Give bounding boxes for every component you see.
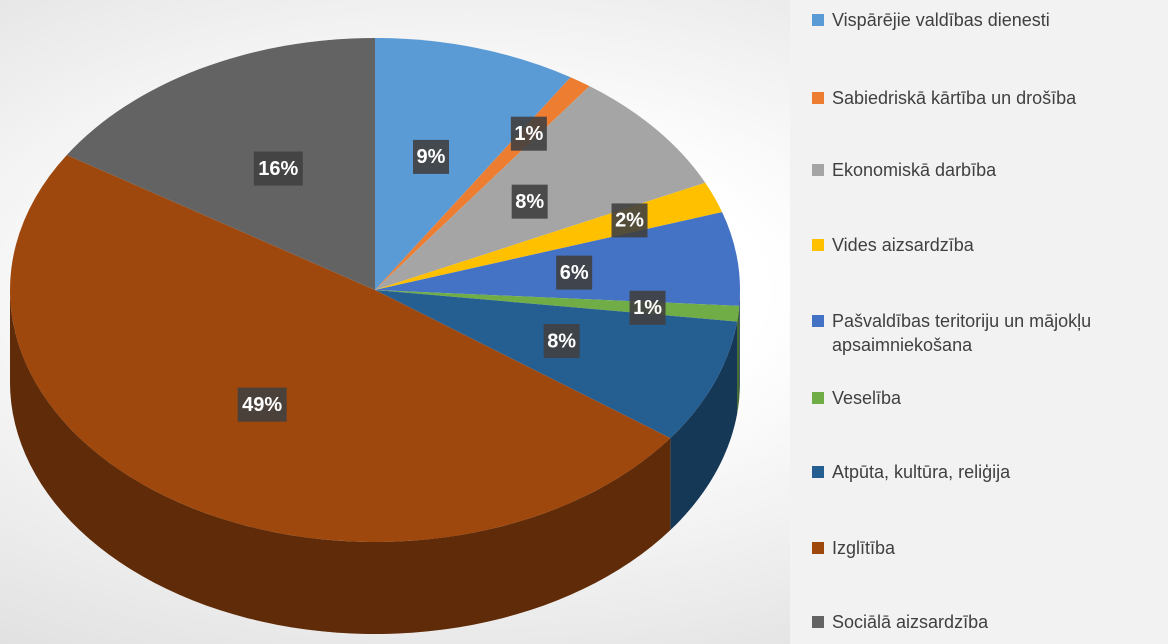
legend-item: Ekonomiskā darbība	[812, 158, 1168, 182]
slice	[66, 38, 375, 290]
legend-label: Izglītība	[832, 538, 896, 558]
legend-item: Sabiedriskā kārtība un drošība	[812, 86, 1168, 110]
data-label: 6%	[560, 262, 589, 284]
slice-side-shade	[739, 290, 740, 398]
legend-swatch	[812, 542, 824, 554]
data-label: 2%	[615, 210, 644, 232]
legend-item: Pašvaldības teritoriju un mājokļu apsaim…	[812, 309, 1168, 357]
legend: Vispārējie valdības dienesti Sabiedriskā …	[790, 0, 1168, 644]
legend-item: Veselība	[812, 386, 1168, 410]
data-label: 9%	[417, 146, 446, 168]
slice-side	[670, 321, 738, 531]
label-box	[237, 387, 287, 422]
slice	[9, 154, 671, 543]
slice-side	[10, 290, 671, 634]
legend-item: Sociālā aizsardzība	[812, 610, 1168, 634]
label-box	[556, 255, 593, 290]
slice-side-shade	[670, 321, 738, 531]
label-box	[511, 184, 548, 219]
legend-label: Ekonomiskā darbība	[832, 160, 997, 180]
label-box	[510, 116, 547, 151]
legend-label: Atpūta, kultūra, reliģija	[832, 462, 1011, 482]
legend-swatch	[812, 92, 824, 104]
data-label: 8%	[515, 191, 544, 213]
data-labels: 9% 1% 8% 2% 6% 1% 8% 49% 16%	[237, 116, 666, 422]
slice	[375, 290, 738, 439]
legend-swatch	[812, 466, 824, 478]
slice-side-shade	[10, 290, 671, 634]
data-label: 1%	[514, 123, 543, 145]
data-label: 1%	[633, 297, 662, 319]
legend-item: Izglītība	[812, 536, 1168, 560]
legend-item: Vides aizsardzība	[812, 233, 1168, 257]
label-box	[611, 203, 648, 238]
legend-label: Pašvaldības teritoriju un mājokļu apsaim…	[832, 311, 1092, 355]
legend-label: Veselība	[832, 388, 902, 408]
data-label: 16%	[258, 158, 298, 180]
data-label: 8%	[547, 330, 576, 352]
legend-swatch	[812, 14, 824, 26]
legend-swatch	[812, 616, 824, 628]
slice-side	[739, 290, 740, 398]
legend-swatch	[812, 164, 824, 176]
legend-label: Sabiedriskā kārtība un drošība	[832, 88, 1077, 108]
legend-swatch	[812, 315, 824, 327]
legend-label: Vides aizsardzība	[832, 235, 974, 255]
legend-item: Vispārējie valdības dienesti	[812, 8, 1168, 32]
slice-side	[737, 305, 740, 414]
legend-swatch	[812, 239, 824, 251]
slice	[375, 38, 571, 290]
legend-item: Atpūta, kultūra, reliģija	[812, 460, 1168, 484]
label-box	[253, 151, 303, 186]
slice-side-shade	[737, 305, 740, 414]
legend-swatch	[812, 392, 824, 404]
label-box	[413, 139, 450, 174]
label-box	[543, 324, 580, 359]
legend-label: Sociālā aizsardzība	[832, 612, 989, 632]
pie-area: 9% 1% 8% 2% 6% 1% 8% 49% 16%	[9, 38, 740, 634]
label-box	[629, 290, 666, 325]
legend-label: Vispārējie valdības dienesti	[832, 10, 1050, 30]
data-label: 49%	[242, 394, 282, 416]
